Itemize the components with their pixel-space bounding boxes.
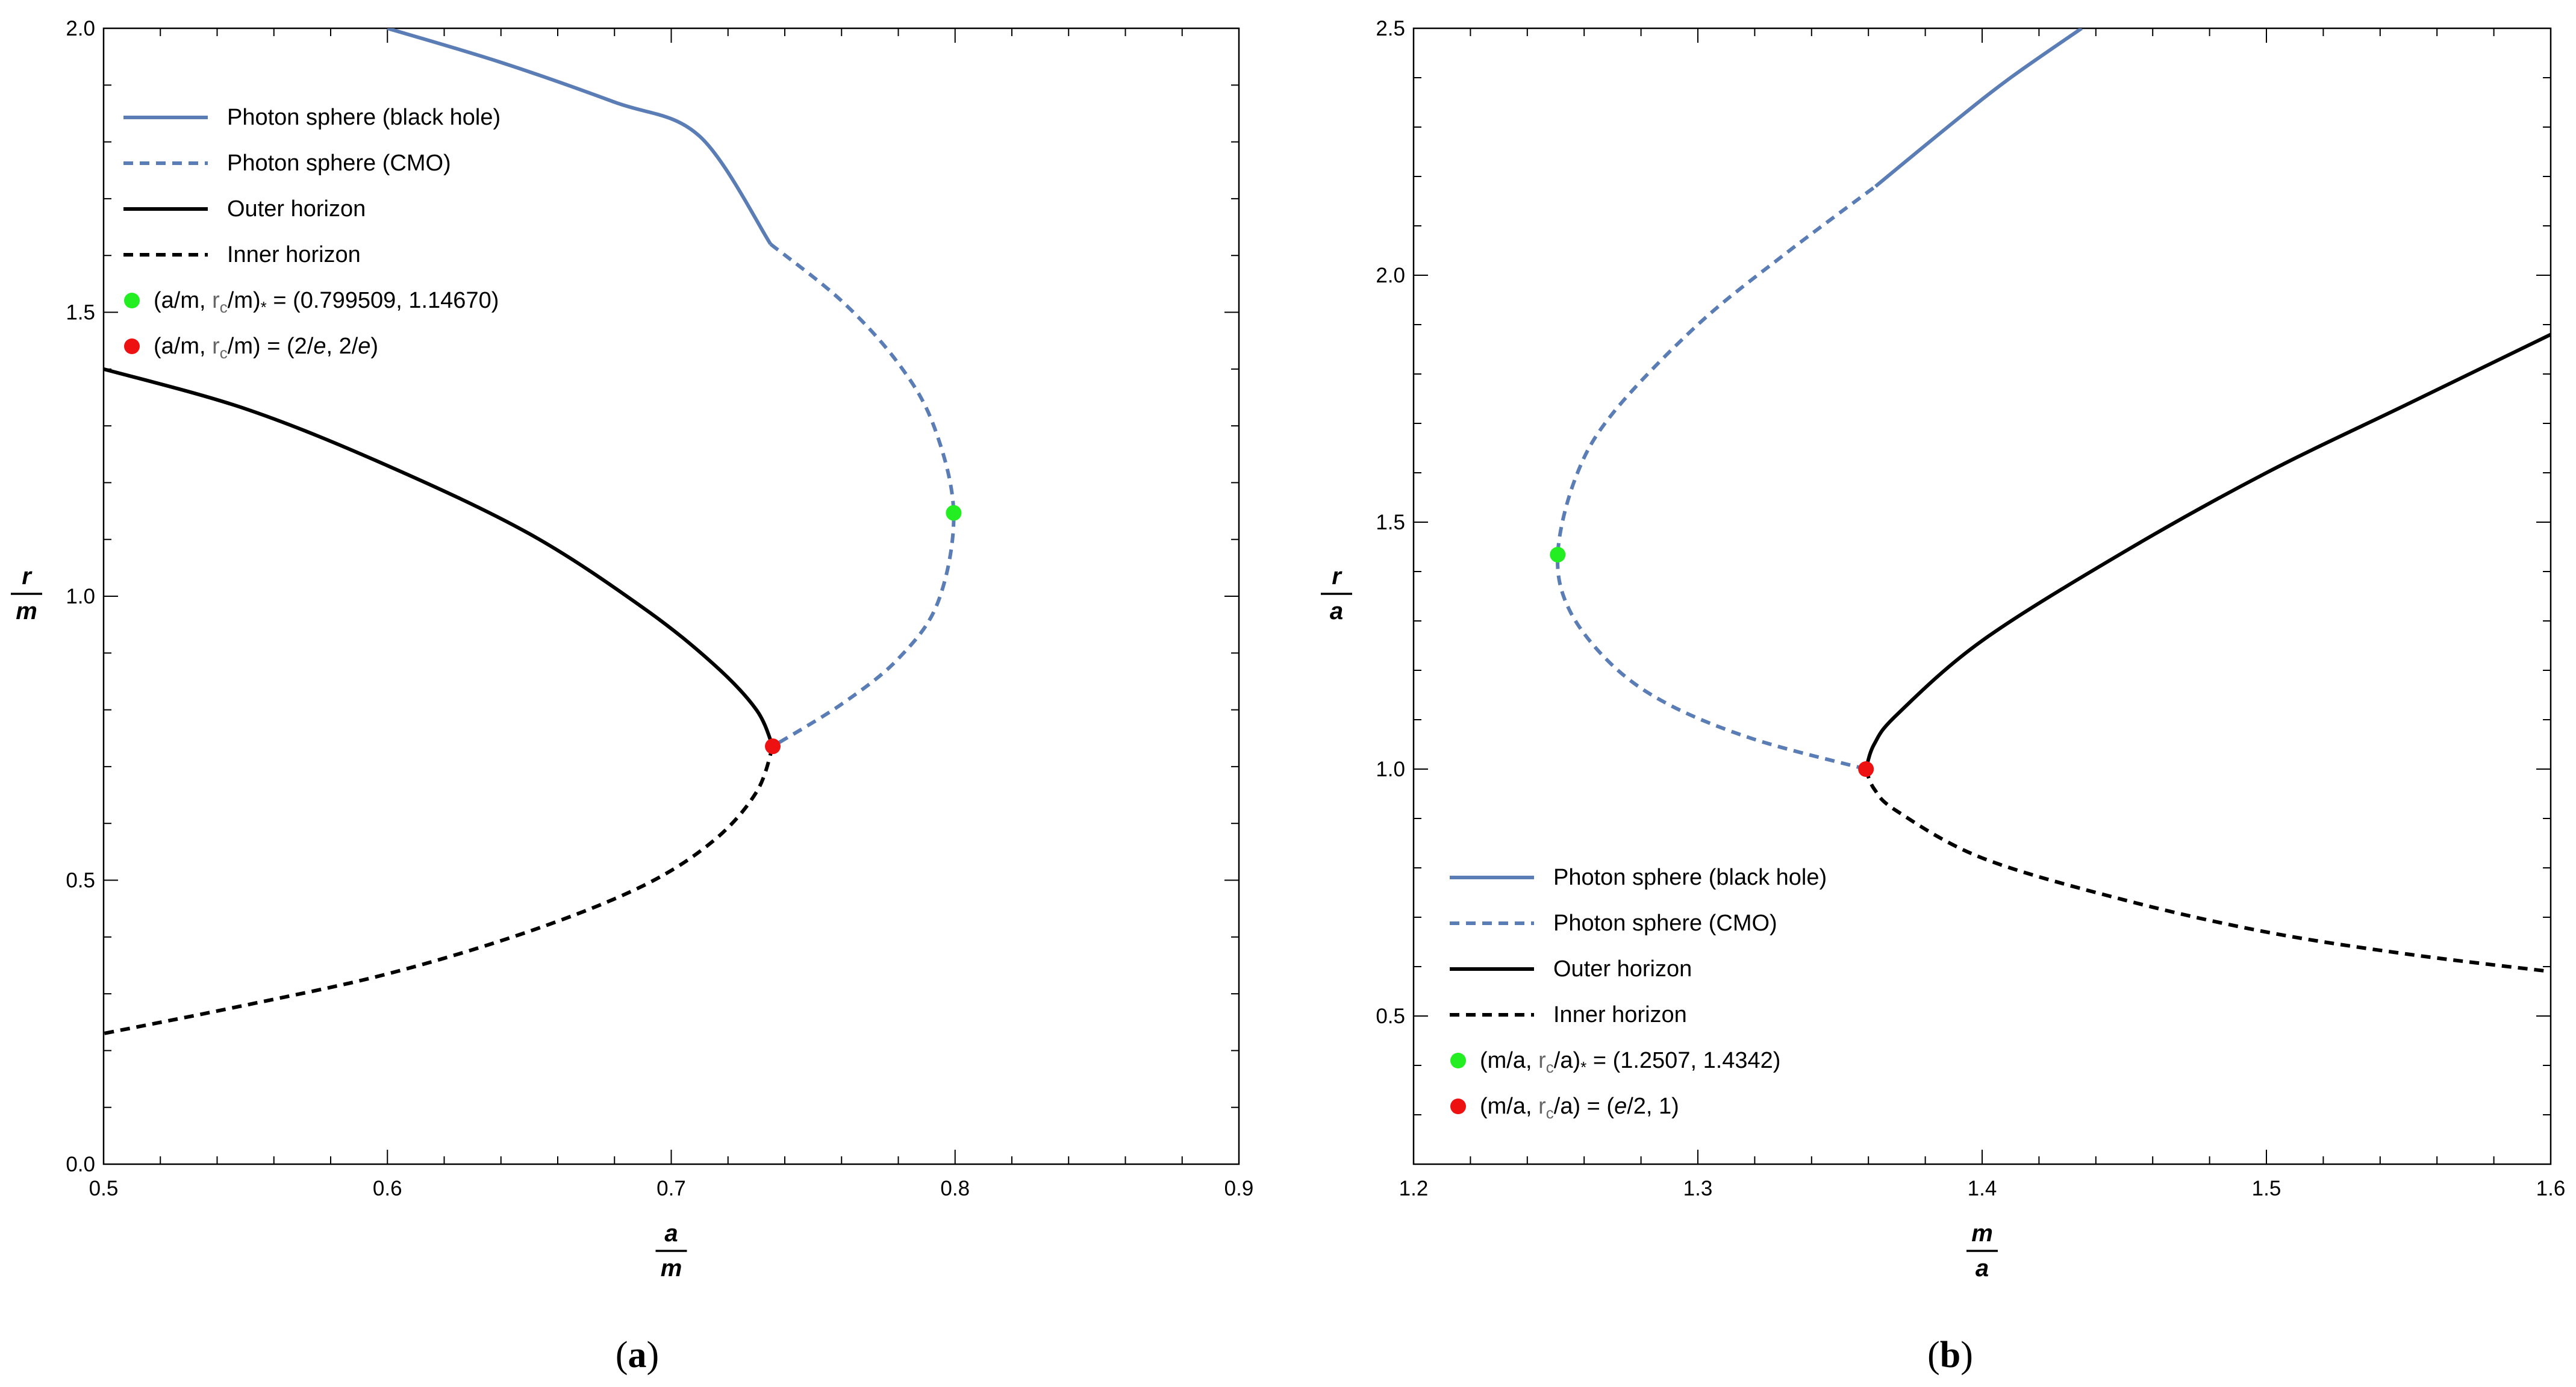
x-tick-label: 0.5 bbox=[89, 1177, 119, 1200]
legend-swatch-green-dot bbox=[124, 293, 140, 308]
legend-star: * bbox=[1580, 1058, 1586, 1076]
legend-subscript: c bbox=[1546, 1058, 1554, 1076]
series-inner-horizon bbox=[104, 746, 775, 1036]
caption-close-paren: ) bbox=[1960, 1335, 1973, 1376]
y-tick-label: 1.0 bbox=[1376, 758, 1405, 781]
legend-entry: Outer horizon bbox=[227, 196, 366, 222]
legend-entry: (m/a, rc/a) = (e/2, 1) bbox=[1480, 1094, 1679, 1122]
legend-text-part: ) bbox=[370, 334, 378, 359]
plot-area bbox=[104, 28, 956, 1036]
legend: Photon sphere (black hole) Photon sphere … bbox=[123, 105, 501, 362]
y-tick-label: 2.5 bbox=[1376, 17, 1405, 40]
legend-entry: Inner horizon bbox=[227, 242, 361, 267]
legend-text-part: = (0.799509, 1.14670) bbox=[267, 288, 499, 313]
legend-entry: Outer horizon bbox=[1553, 956, 1692, 982]
series-outer-horizon bbox=[1864, 332, 2551, 770]
x-tick-label: 0.7 bbox=[656, 1177, 686, 1200]
x-tick-label: 1.6 bbox=[2536, 1177, 2566, 1200]
legend: Photon sphere (black hole) Photon sphere … bbox=[1450, 865, 1827, 1122]
legend-subscript: c bbox=[220, 298, 228, 316]
legend-text-part: , 2/ bbox=[326, 334, 358, 359]
legend-swatch-red-dot bbox=[124, 338, 140, 354]
x-tick-label: 0.9 bbox=[1224, 1177, 1254, 1200]
legend-text-part: (a/m, bbox=[154, 288, 212, 313]
panel-caption: (a) bbox=[616, 1335, 659, 1376]
legend-entry: (a/m, rc/m) = (2/e, 2/e) bbox=[154, 334, 378, 362]
panel-caption: (b) bbox=[1927, 1335, 1973, 1376]
legend-text-part: (m/a, bbox=[1480, 1048, 1538, 1073]
x-axis-label-numerator: m bbox=[1971, 1220, 1993, 1247]
legend-text-part: /m) = (2/ bbox=[228, 334, 314, 359]
y-tick-label: 0.5 bbox=[1376, 1005, 1405, 1028]
legend-text-part: /m) bbox=[228, 288, 261, 313]
caption-letter: a bbox=[628, 1335, 647, 1376]
legend-text-part: /a) bbox=[1554, 1048, 1580, 1073]
legend-subscript-base: r bbox=[212, 334, 220, 359]
legend-entry: Photon sphere (CMO) bbox=[227, 151, 451, 176]
legend-e-symbol: e bbox=[358, 334, 370, 359]
y-axis-label-numerator: r bbox=[1332, 563, 1343, 590]
y-tick-label: 2.0 bbox=[66, 17, 95, 40]
series-photon-sphere-black-hole bbox=[387, 28, 772, 245]
x-axis-label-denominator: m bbox=[661, 1255, 682, 1282]
legend-swatch-green-dot bbox=[1450, 1053, 1466, 1068]
y-tick-label: 1.5 bbox=[1376, 511, 1405, 534]
x-tick-label: 1.2 bbox=[1399, 1177, 1429, 1200]
y-axis-label-numerator: r bbox=[22, 563, 33, 590]
legend-subscript-base: r bbox=[1538, 1094, 1546, 1119]
series-photon-sphere-cmo bbox=[1556, 184, 1877, 771]
extremal-point-marker bbox=[765, 738, 781, 755]
series-outer-horizon bbox=[104, 367, 775, 747]
legend-entry: Photon sphere (CMO) bbox=[1553, 911, 1777, 936]
legend-subscript-base: r bbox=[1538, 1048, 1546, 1073]
x-axis-label-denominator: a bbox=[1976, 1255, 1989, 1282]
x-tick-label: 0.8 bbox=[940, 1177, 970, 1200]
x-tick-label: 1.4 bbox=[1968, 1177, 1997, 1200]
y-tick-label: 1.0 bbox=[66, 585, 95, 608]
y-tick-label: 1.5 bbox=[66, 301, 95, 325]
legend-e-symbol: e bbox=[313, 334, 326, 359]
y-tick-label: 2.0 bbox=[1376, 264, 1405, 287]
caption-open-paren: ( bbox=[616, 1335, 628, 1376]
y-axis-label-denominator: m bbox=[16, 598, 37, 625]
critical-point-marker bbox=[946, 505, 962, 521]
x-tick-label: 0.6 bbox=[373, 1177, 402, 1200]
caption-open-paren: ( bbox=[1927, 1335, 1940, 1376]
x-axis-label-numerator: a bbox=[664, 1220, 678, 1247]
legend-entry: (m/a, rc/a)* = (1.2507, 1.4342) bbox=[1480, 1048, 1780, 1076]
legend-entry: Inner horizon bbox=[1553, 1002, 1687, 1027]
legend-entry: Photon sphere (black hole) bbox=[227, 105, 501, 130]
legend-swatch-red-dot bbox=[1450, 1099, 1466, 1114]
legend-text-part: (a/m, bbox=[154, 334, 212, 359]
legend-entry: Photon sphere (black hole) bbox=[1553, 865, 1827, 890]
legend-entry: (a/m, rc/m)* = (0.799509, 1.14670) bbox=[154, 288, 499, 316]
y-tick-label: 0.0 bbox=[66, 1153, 95, 1176]
y-axis-label-denominator: a bbox=[1330, 598, 1343, 625]
x-tick-label: 1.3 bbox=[1683, 1177, 1713, 1200]
legend-subscript-base: r bbox=[212, 288, 220, 313]
chart-panel-a: 0.5 0.6 0.7 0.8 0.90.00.51.01.52.0amrmPhoton… bbox=[11, 17, 1253, 1376]
chart-panel-b: 1.2 1.3 1.4 1.5 1.60.51.01.52.02.5maraPhoton… bbox=[1321, 17, 2565, 1376]
critical-point-marker bbox=[1550, 546, 1566, 563]
caption-close-paren: ) bbox=[647, 1335, 660, 1376]
caption-letter: b bbox=[1940, 1335, 1960, 1376]
series-photon-sphere-cmo bbox=[769, 242, 956, 748]
series-photon-sphere-black-hole bbox=[1874, 28, 2083, 188]
extremal-point-marker bbox=[1858, 761, 1874, 777]
series-inner-horizon bbox=[1864, 768, 2551, 974]
legend-text-part: /2, 1) bbox=[1627, 1094, 1679, 1119]
legend-text-part: (m/a, bbox=[1480, 1094, 1538, 1119]
y-tick-label: 0.5 bbox=[66, 869, 95, 893]
x-tick-label: 1.5 bbox=[2252, 1177, 2281, 1200]
legend-star: * bbox=[261, 298, 267, 316]
legend-text-part: /a) = ( bbox=[1554, 1094, 1615, 1119]
legend-e-symbol: e bbox=[1614, 1094, 1627, 1119]
plot-frame bbox=[1412, 27, 2552, 1165]
legend-subscript: c bbox=[220, 344, 228, 362]
legend-subscript: c bbox=[1546, 1104, 1554, 1122]
plot-area bbox=[1556, 28, 2551, 974]
legend-text-part: = (1.2507, 1.4342) bbox=[1586, 1048, 1780, 1073]
